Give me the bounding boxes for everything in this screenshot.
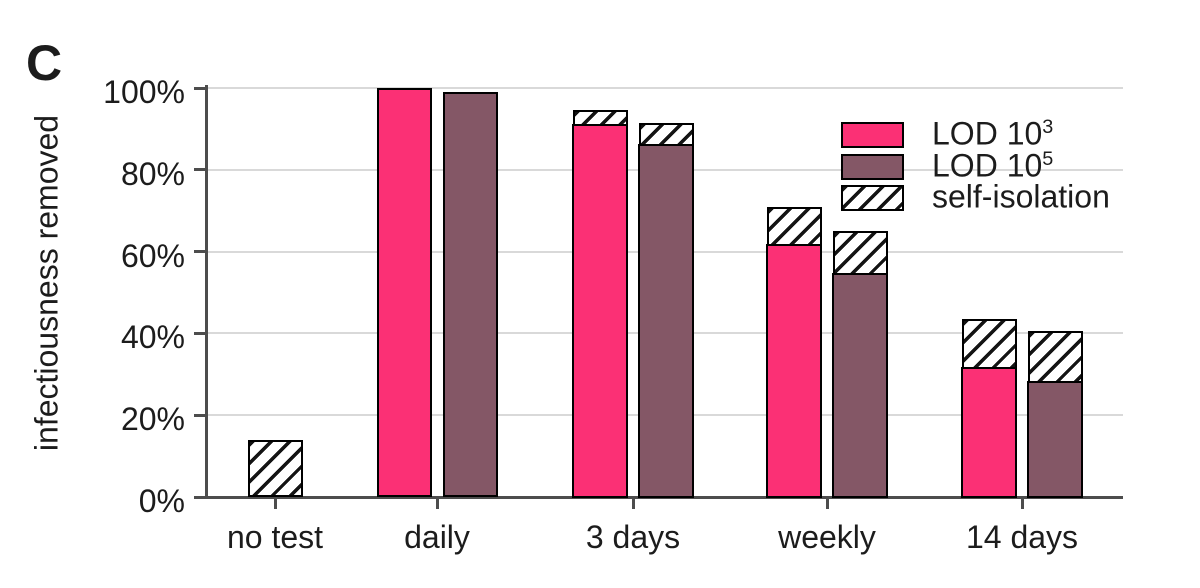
x-axis-tick	[631, 497, 635, 509]
bar-lod103	[961, 319, 1017, 498]
y-tick-label: 0%	[138, 483, 185, 519]
y-axis-tick	[194, 413, 207, 417]
bar-solid-segment	[832, 272, 888, 498]
x-axis-tick	[435, 497, 439, 509]
legend-swatch-hatch	[841, 185, 904, 211]
bar-solid-segment	[638, 143, 694, 498]
y-axis-tick	[194, 495, 207, 499]
bar-lod105	[1027, 331, 1083, 498]
x-axis-tick	[825, 497, 829, 509]
y-axis-line	[204, 85, 208, 499]
legend-label: LOD 103	[932, 115, 1054, 152]
bar-lod105	[832, 231, 888, 498]
legend-item-self-isolation: self-isolation	[841, 181, 1171, 213]
x-tick-label: daily	[404, 519, 470, 555]
legend-swatch-lod3	[841, 122, 904, 148]
legend-swatch-lod5	[841, 153, 904, 180]
bar-lod105	[442, 92, 498, 497]
x-tick-label: no test	[226, 519, 324, 555]
x-tick-label: 14 days	[965, 519, 1079, 555]
bar-selfisolation	[247, 440, 303, 497]
bar-solid-segment	[1027, 380, 1083, 498]
y-tick-label: 40%	[120, 319, 185, 356]
x-tick-label: 3 days	[585, 519, 681, 555]
y-axis-tick	[194, 250, 207, 254]
y-axis-tick	[194, 86, 207, 90]
legend-label: LOD 105	[932, 147, 1054, 184]
y-tick-label: 80%	[120, 155, 185, 192]
bar-lod103	[766, 207, 822, 498]
legend-item-lod103: LOD 103	[841, 117, 1171, 150]
bar-lod105	[638, 123, 694, 498]
bar-solid-segment	[961, 366, 1017, 498]
y-axis-tick	[194, 331, 207, 335]
y-tick-label: 60%	[120, 237, 185, 274]
y-tick-label: 20%	[120, 401, 185, 438]
x-axis-tick	[273, 497, 277, 509]
legend-item-lod105: LOD 105	[841, 149, 1171, 181]
bar-solid-segment	[766, 243, 822, 498]
gridline-100%	[206, 87, 1123, 89]
x-axis-tick	[1020, 497, 1024, 509]
y-tick-label: 100%	[103, 74, 185, 110]
bar-lod103	[572, 110, 628, 498]
bar-lod103	[376, 88, 432, 497]
y-axis-tick	[194, 168, 207, 172]
y-axis-title: infectiousness removed	[28, 114, 65, 452]
legend-label: self-isolation	[932, 178, 1110, 215]
bar-solid-segment	[572, 123, 628, 498]
x-tick-label: weekly	[778, 519, 876, 555]
panel-label: C	[26, 35, 63, 91]
